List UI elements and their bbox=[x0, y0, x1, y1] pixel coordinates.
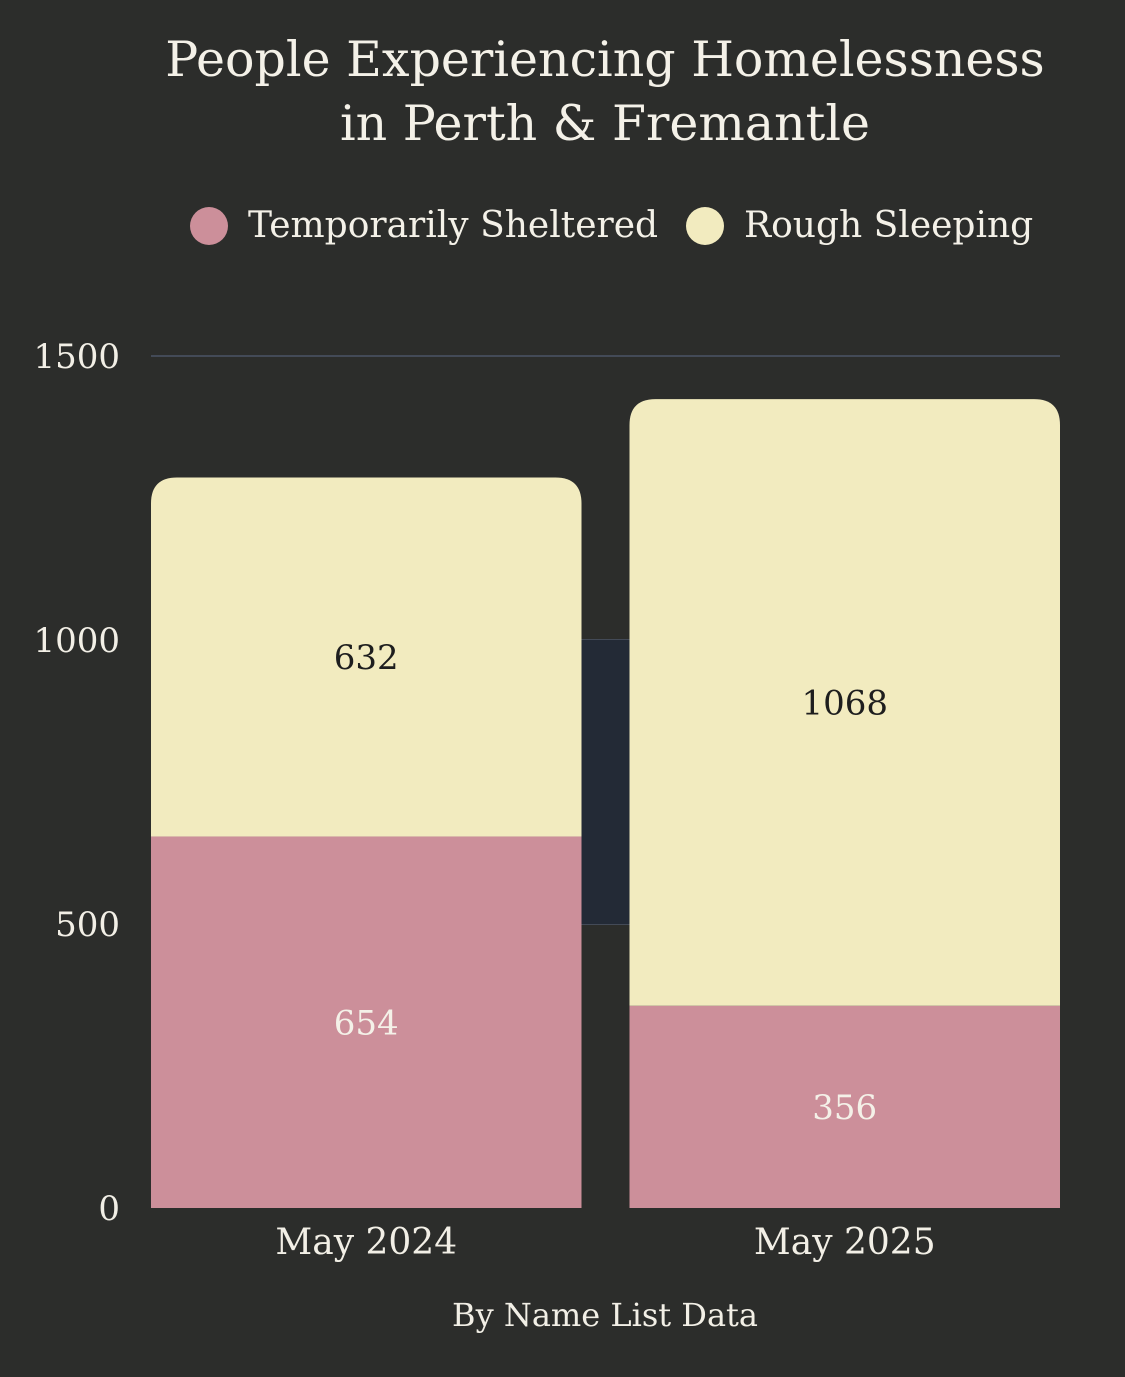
y-tick-label-1000: 1000 bbox=[33, 621, 120, 661]
legend-label-rough-sleeping: Rough Sleeping bbox=[744, 205, 1034, 246]
data-label-rough-sleeping-1: 1068 bbox=[801, 683, 888, 723]
chart-legend: Temporarily Sheltered Rough Sleeping bbox=[0, 205, 1125, 255]
legend-label-temporarily-sheltered: Temporarily Sheltered bbox=[248, 205, 659, 246]
chart-caption: By Name List Data bbox=[452, 1296, 758, 1334]
data-label-temporarily-sheltered-0: 654 bbox=[334, 1003, 399, 1043]
data-label-temporarily-sheltered-1: 356 bbox=[812, 1088, 877, 1128]
legend-swatch-rough-sleeping bbox=[686, 206, 724, 245]
bar-rough-sleeping-may-2024 bbox=[151, 477, 582, 837]
y-axis-ticks: 0 500 1000 1500 bbox=[33, 337, 120, 1229]
x-category-label-1: May 2025 bbox=[754, 1222, 936, 1263]
legend-swatch-temporarily-sheltered bbox=[190, 206, 228, 245]
chart-title-line-2: in Perth & Fremantle bbox=[339, 95, 871, 152]
bar-temporarily-sheltered-may-2024 bbox=[151, 836, 582, 1208]
chart-title: People Experiencing Homelessness in Pert… bbox=[0, 28, 1125, 156]
data-label-rough-sleeping-0: 632 bbox=[334, 638, 399, 678]
legend-item-rough-sleeping: Rough Sleeping bbox=[686, 205, 1033, 246]
y-tick-label-1500: 1500 bbox=[33, 337, 120, 377]
bars: 654 632 356 1068 bbox=[151, 399, 1060, 1208]
x-category-label-0: May 2024 bbox=[275, 1222, 457, 1263]
bar-temporarily-sheltered-may-2025 bbox=[629, 1005, 1060, 1208]
y-tick-label-500: 500 bbox=[55, 905, 120, 945]
x-axis-categories: May 2024 May 2025 bbox=[275, 1222, 935, 1263]
y-tick-label-0: 0 bbox=[98, 1189, 120, 1229]
bar-rough-sleeping-may-2025 bbox=[629, 399, 1060, 1006]
chart-title-line-1: People Experiencing Homelessness bbox=[165, 31, 1045, 88]
legend-item-temporarily-sheltered: Temporarily Sheltered bbox=[190, 205, 658, 246]
